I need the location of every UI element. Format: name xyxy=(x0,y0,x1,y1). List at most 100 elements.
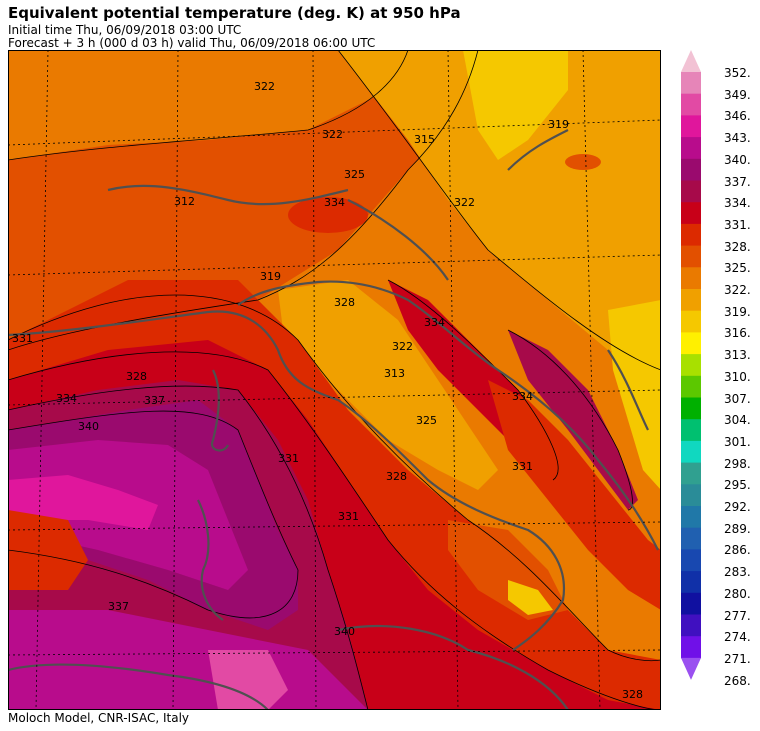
colorbar-swatch xyxy=(681,375,701,398)
colorbar-tick-label: 340. xyxy=(724,152,751,167)
field-region-334-balkan xyxy=(508,330,638,510)
colorbar-swatch xyxy=(681,484,701,507)
field-region-319-peninsula xyxy=(278,280,498,490)
initial-time-label: Initial time Thu, 06/09/2018 03:00 UTC xyxy=(8,23,242,37)
contour-label: 322 xyxy=(322,128,343,141)
colorbar-swatch xyxy=(681,419,701,442)
colorbar-swatch xyxy=(681,397,701,420)
field-region-316-ne xyxy=(463,50,568,160)
colorbar-tick-label: 289. xyxy=(724,521,751,536)
contour-label: 319 xyxy=(548,118,569,131)
colorbar-arrow-bottom xyxy=(681,657,701,680)
colorbar-tick-label: 337. xyxy=(724,174,751,189)
contour-label: 331 xyxy=(512,460,533,473)
colorbar-tick-label: 325. xyxy=(724,261,751,276)
colorbar-swatch xyxy=(681,527,701,550)
colorbar-swatch xyxy=(681,223,701,246)
colorbar-swatch xyxy=(681,462,701,485)
contour-labels: 322 322 315 319 322 312 325 334 319 328 … xyxy=(12,80,643,701)
contour-label: 331 xyxy=(338,510,359,523)
field-region-316-east xyxy=(608,300,661,490)
contour-label: 337 xyxy=(144,394,165,407)
colorbar-tick-label: 316. xyxy=(724,326,751,341)
contour-label: 325 xyxy=(416,414,437,427)
contour-label: 331 xyxy=(278,452,299,465)
contour-label: 337 xyxy=(108,600,129,613)
colorbar-tick-label: 274. xyxy=(724,630,751,645)
map-title: Equivalent potential temperature (deg. K… xyxy=(8,4,461,22)
contour-label: 322 xyxy=(254,80,275,93)
colorbar-tick-label: 295. xyxy=(724,478,751,493)
colorbar-tick-label: 268. xyxy=(724,673,751,688)
contour-label: 334 xyxy=(424,316,445,329)
contour-label: 322 xyxy=(454,196,475,209)
colorbar-swatch xyxy=(681,440,701,463)
colorbar-swatch xyxy=(681,289,701,312)
colorbar-tick-label: 313. xyxy=(724,348,751,363)
colorbar-swatch xyxy=(681,115,701,138)
colorbar-swatch xyxy=(681,93,701,116)
colorbar-arrow-top xyxy=(681,50,701,72)
colorbar xyxy=(681,50,701,680)
colorbar-tick-label: 334. xyxy=(724,196,751,211)
contour-label: 322 xyxy=(392,340,413,353)
contour-label: 328 xyxy=(622,688,643,701)
colorbar-tick-label: 277. xyxy=(724,608,751,623)
colorbar-tick-label: 322. xyxy=(724,283,751,297)
contour-label: 313 xyxy=(384,367,405,380)
field-region-328-west xyxy=(8,510,88,590)
map-frame xyxy=(8,50,661,710)
colorbar-swatch xyxy=(681,267,701,290)
contour-lines xyxy=(8,50,661,710)
contour-label: 328 xyxy=(126,370,147,383)
colorbar-tick-label: 319. xyxy=(724,304,751,319)
colorbar-tick-label: 310. xyxy=(724,369,751,384)
field-region-328-north xyxy=(288,197,368,233)
colorbar-tick-label: 271. xyxy=(724,651,751,666)
colorbar-swatch xyxy=(681,180,701,203)
contour-label: 325 xyxy=(344,168,365,181)
colorbar-swatch xyxy=(681,571,701,594)
contour-label: 319 xyxy=(260,270,281,283)
colorbar-swatch xyxy=(681,636,701,659)
colorbar-tick-label: 301. xyxy=(724,434,751,449)
forecast-valid-label: Forecast + 3 h (000 d 03 h) valid Thu, 0… xyxy=(8,36,376,50)
colorbar-tick-label: 331. xyxy=(724,217,751,232)
coastlines xyxy=(8,129,659,710)
contour-label: 334 xyxy=(324,196,345,209)
contour-label: 331 xyxy=(12,332,33,345)
colorbar-swatch xyxy=(681,506,701,529)
colorbar-tick-label: 298. xyxy=(724,456,751,471)
colorbar-swatch xyxy=(681,72,701,95)
model-credit: Moloch Model, CNR-ISAC, Italy xyxy=(8,711,190,725)
colorbar-tick-label: 352. xyxy=(724,66,751,80)
colorbar-swatch xyxy=(681,158,701,181)
field-region-325-ne xyxy=(565,154,601,170)
field-region-319-ne xyxy=(338,50,661,370)
colorbar-swatch xyxy=(681,354,701,377)
colorbar-tick-label: 307. xyxy=(724,391,751,406)
field-region-346-south xyxy=(208,650,288,710)
field-region-328-balkan xyxy=(488,380,661,610)
colorbar-swatch xyxy=(681,592,701,615)
colorbar-swatch xyxy=(681,310,701,333)
colorbar-tick-label: 343. xyxy=(724,131,751,146)
contour-label: 340 xyxy=(78,420,99,433)
field-region-316-south xyxy=(508,580,553,615)
field-region-322-north xyxy=(8,50,408,160)
colorbar-swatch xyxy=(681,549,701,572)
contour-label: 328 xyxy=(386,470,407,483)
colorbar-tick-label: 304. xyxy=(724,413,751,428)
colorbar-tick-label: 286. xyxy=(724,543,751,558)
contour-label: 340 xyxy=(334,625,355,638)
graticule xyxy=(8,50,661,710)
contour-label: 334 xyxy=(512,390,533,403)
contour-label: 312 xyxy=(174,195,195,208)
colorbar-tick-label: 280. xyxy=(724,586,751,601)
contour-label: 334 xyxy=(56,392,77,405)
colorbar-tick-label: 292. xyxy=(724,500,751,514)
colorbar-swatch xyxy=(681,614,701,637)
colorbar-swatch xyxy=(681,202,701,225)
colorbar-tick-label: 349. xyxy=(724,87,751,102)
colorbar-swatch xyxy=(681,137,701,160)
